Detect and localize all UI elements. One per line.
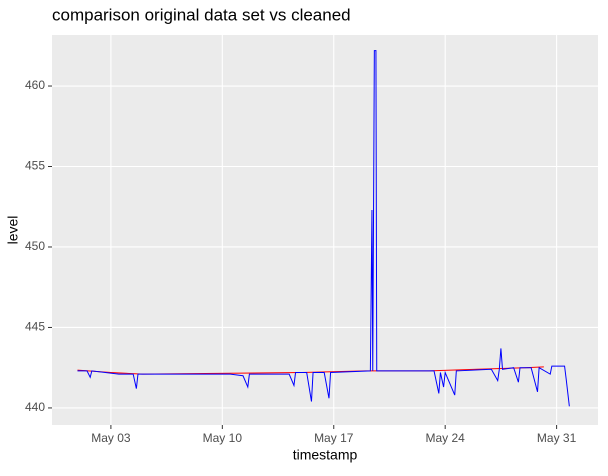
x-tick-label: May 31	[537, 431, 577, 445]
x-tick-label: May 24	[426, 431, 466, 445]
y-axis-label: level	[5, 216, 21, 245]
y-tick-label: 440	[25, 400, 45, 414]
x-tick-label: May 17	[314, 431, 354, 445]
y-tick-label: 445	[25, 320, 45, 334]
data-line	[77, 50, 570, 407]
chart-title: comparison original data set vs cleaned	[52, 5, 351, 24]
y-tick-label: 455	[25, 159, 45, 173]
x-tick-label: May 10	[203, 431, 243, 445]
panel	[52, 35, 598, 425]
y-tick-label: 460	[25, 78, 45, 92]
x-axis-label: timestamp	[293, 447, 358, 463]
y-tick-label: 450	[25, 239, 45, 253]
x-tick-label: May 03	[91, 431, 131, 445]
